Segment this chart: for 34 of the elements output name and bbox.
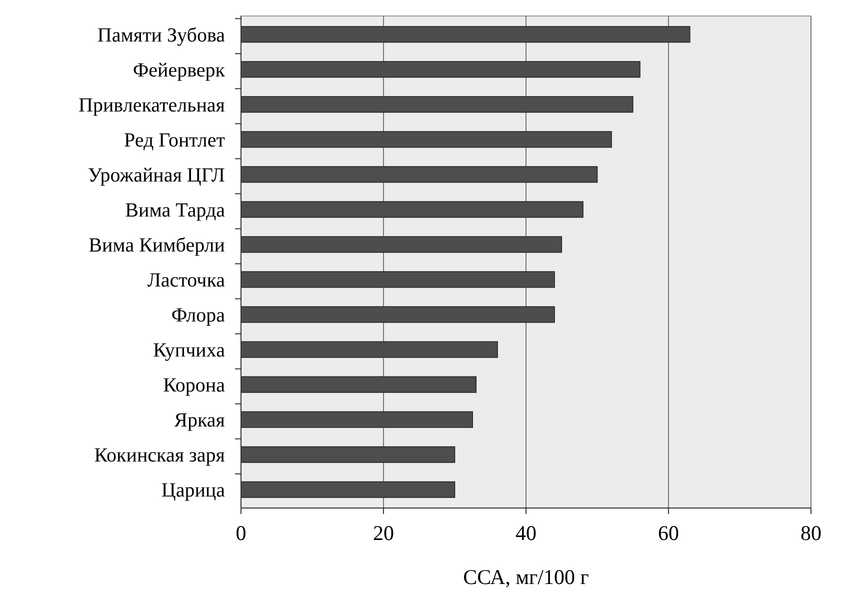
bar: [240, 271, 555, 288]
y-tick-label: Флора: [171, 304, 226, 327]
bar: [240, 306, 555, 323]
y-tick-label: Корона: [163, 374, 226, 397]
x-tick-label: 40: [516, 521, 536, 545]
x-tick-label: 0: [236, 521, 246, 545]
y-tick-label: Ред Гонтлет: [124, 129, 226, 152]
bar: [240, 376, 477, 393]
y-tick-label: Фейерверк: [132, 59, 226, 82]
y-tick-label: Вима Кимберли: [88, 234, 226, 256]
y-tick-label: Урожайная ЦГЛ: [88, 164, 225, 186]
x-tick-label: 60: [658, 521, 679, 545]
bar: [240, 341, 498, 358]
y-tick-label: Царица: [161, 480, 226, 502]
x-tick-label: 20: [373, 521, 394, 545]
y-tick-label: Кокинская заря: [94, 444, 225, 467]
y-tick-label: Яркая: [174, 410, 225, 432]
bar: [240, 131, 612, 148]
bar: [240, 166, 598, 183]
y-tick-label: Вима Тарда: [125, 199, 226, 222]
x-axis-title: ССА, мг/100 г: [463, 565, 590, 589]
x-tick-label: 80: [800, 521, 822, 545]
y-tick-label: Купчиха: [153, 340, 226, 362]
bar: [240, 481, 456, 498]
bar: [240, 26, 690, 43]
y-tick-label: Привлекательная: [78, 94, 225, 116]
bar: [240, 61, 640, 78]
bar: [240, 96, 634, 113]
bar: [240, 411, 473, 428]
bar: [240, 236, 562, 253]
y-tick-label: Памяти Зубова: [97, 24, 226, 46]
bar: [240, 446, 456, 463]
y-tick-label: Ласточка: [147, 270, 226, 292]
bar: [240, 201, 584, 218]
